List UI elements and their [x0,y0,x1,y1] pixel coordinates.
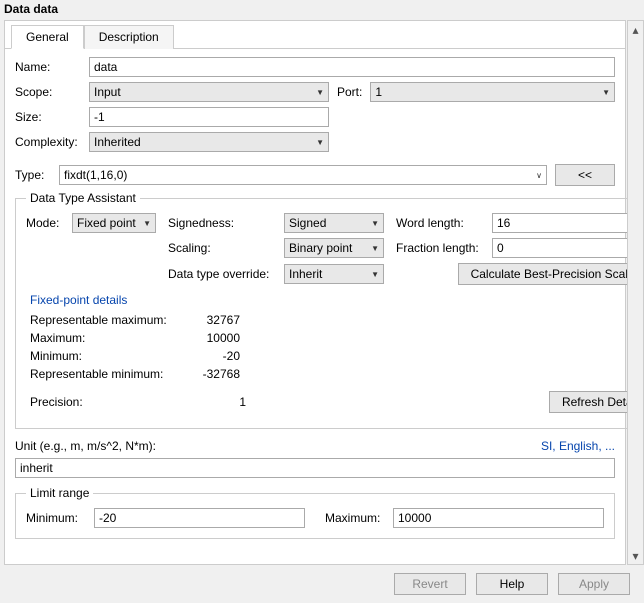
revert-button[interactable]: Revert [394,573,466,595]
mode-label: Mode: [26,216,66,230]
tab-general[interactable]: General [11,25,84,49]
limit-min-label: Minimum: [26,511,86,525]
min-label: Minimum: [30,349,180,363]
scaling-label: Scaling: [168,241,278,255]
min-value: -20 [180,349,240,363]
wordlen-input[interactable] [492,213,644,233]
fixed-point-details: Representable maximum: 32767 Maximum: 10… [30,313,644,381]
calc-best-button[interactable]: Calculate Best-Precision Scaling [458,263,644,285]
signedness-select[interactable]: Signed ▼ [284,213,384,233]
scroll-down-icon[interactable]: ▾ [628,547,643,564]
complexity-value: Inherited [94,135,141,149]
size-label: Size: [15,110,81,124]
chevron-down-icon: ▼ [143,219,151,228]
name-label: Name: [15,60,81,74]
complexity-label: Complexity: [15,135,81,149]
data-type-assistant-group: Data Type Assistant Mode: Fixed point ▼ … [15,191,644,429]
name-input[interactable] [89,57,615,77]
limit-max-input[interactable] [393,508,604,528]
repmax-value: 32767 [180,313,240,327]
fraclen-label: Fraction length: [396,241,486,255]
apply-button[interactable]: Apply [558,573,630,595]
port-value: 1 [375,85,382,99]
vertical-scrollbar[interactable]: ▴ ▾ [627,20,644,565]
button-bar: Revert Help Apply [4,569,640,599]
content-area: General Description Name: Scope: Input ▼… [4,20,626,565]
signedness-label: Signedness: [168,216,278,230]
scroll-up-icon[interactable]: ▴ [628,21,643,38]
fixed-point-details-link[interactable]: Fixed-point details [30,293,644,307]
chevron-down-icon: ∨ [536,171,542,180]
override-value: Inherit [289,267,322,281]
dta-legend: Data Type Assistant [26,191,140,205]
override-label: Data type override: [168,267,278,281]
unit-input[interactable] [15,458,615,478]
scaling-value: Binary point [289,241,352,255]
scaling-select[interactable]: Binary point ▼ [284,238,384,258]
general-panel: Name: Scope: Input ▼ Port: 1 ▼ Size: [5,49,625,547]
mode-value: Fixed point [77,216,136,230]
collapse-button[interactable]: << [555,164,615,186]
limit-range-group: Limit range Minimum: Maximum: [15,486,615,539]
complexity-select[interactable]: Inherited ▼ [89,132,329,152]
help-button[interactable]: Help [476,573,548,595]
fraclen-input[interactable] [492,238,644,258]
scope-value: Input [94,85,121,99]
precision-label: Precision: [30,395,180,409]
chevron-down-icon: ▼ [602,88,610,97]
scope-label: Scope: [15,85,81,99]
chevron-down-icon: ▼ [371,270,379,279]
chevron-down-icon: ▼ [316,88,324,97]
window-title: Data data [0,0,644,18]
si-english-link[interactable]: SI, English, ... [541,439,615,453]
port-select[interactable]: 1 ▼ [370,82,615,102]
repmin-value: -32768 [180,367,240,381]
tab-strip: General Description [5,21,625,49]
max-value: 10000 [180,331,240,345]
repmin-label: Representable minimum: [30,367,180,381]
scope-select[interactable]: Input ▼ [89,82,329,102]
override-select[interactable]: Inherit ▼ [284,264,384,284]
size-input[interactable] [89,107,329,127]
unit-label: Unit (e.g., m, m/s^2, N*m): [15,439,156,453]
type-select[interactable]: fixdt(1,16,0) ∨ [59,165,547,185]
chevron-down-icon: ▼ [371,219,379,228]
limit-max-label: Maximum: [325,511,385,525]
signedness-value: Signed [289,216,326,230]
wordlen-label: Word length: [396,216,486,230]
port-label: Port: [337,85,362,99]
limit-range-legend: Limit range [26,486,93,500]
chevron-down-icon: ▼ [316,138,324,147]
repmax-label: Representable maximum: [30,313,180,327]
max-label: Maximum: [30,331,180,345]
precision-value: 1 [186,395,246,409]
mode-select[interactable]: Fixed point ▼ [72,213,156,233]
type-value: fixdt(1,16,0) [64,168,127,182]
limit-min-input[interactable] [94,508,305,528]
tab-description[interactable]: Description [84,25,174,49]
chevron-down-icon: ▼ [371,244,379,253]
type-label: Type: [15,168,51,182]
